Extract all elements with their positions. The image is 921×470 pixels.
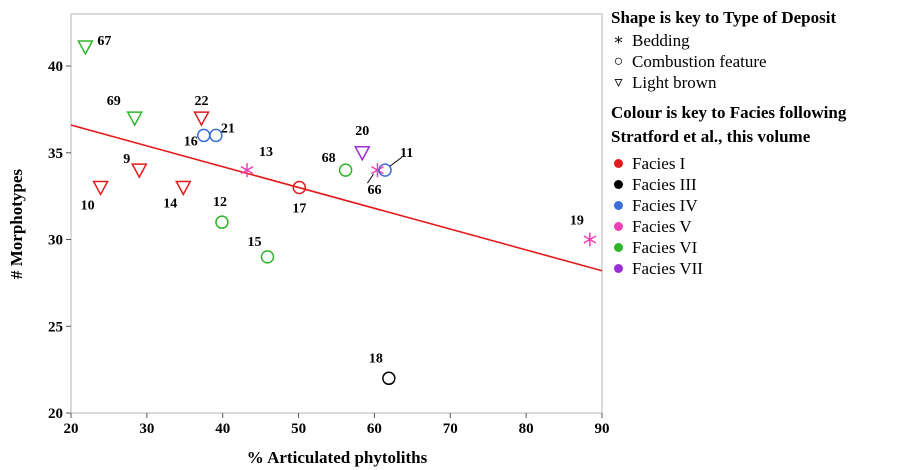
data-point — [354, 146, 371, 162]
data-point — [338, 163, 353, 177]
legend-label: Facies V — [632, 217, 692, 236]
point-label: 20 — [355, 124, 369, 139]
color-dot-icon — [614, 159, 623, 168]
data-point — [240, 163, 254, 178]
legend-label: Light brown — [632, 73, 717, 92]
point-label: 67 — [97, 34, 111, 49]
point-label: 14 — [163, 196, 177, 211]
legend-label: Combustion feature — [632, 52, 767, 71]
legend-label: Facies III — [632, 175, 697, 194]
y-tick-label: 40 — [48, 59, 63, 75]
leader-line — [367, 173, 374, 184]
data-point — [371, 163, 384, 178]
point-label: 68 — [322, 151, 336, 166]
data-point — [92, 180, 109, 197]
plot-frame — [70, 13, 603, 414]
x-tick-label: 30 — [139, 421, 154, 437]
legend-label: Facies VII — [632, 259, 703, 278]
data-point — [77, 40, 94, 56]
x-tick-label: 90 — [595, 421, 610, 437]
shape-legend-title: Shape is key to Type of Deposit — [611, 8, 837, 27]
x-tick-label: 60 — [367, 421, 382, 437]
data-point — [260, 250, 275, 264]
data-point — [126, 111, 143, 127]
legend-item-light-brown: ▿ Light brown — [611, 72, 917, 93]
data-point — [209, 128, 223, 143]
y-tick-label: 25 — [48, 319, 63, 335]
legend-item-facies: Facies V — [611, 216, 917, 237]
y-tick-label: 30 — [48, 233, 63, 249]
legend-item-bedding: ∗ Bedding — [611, 30, 917, 51]
color-legend-title-2: Stratford et al., this volume — [611, 127, 811, 146]
x-tick-label: 70 — [443, 421, 458, 437]
data-point — [197, 128, 211, 143]
legend-item-facies: Facies I — [611, 153, 917, 174]
legend-label: Facies VI — [632, 238, 698, 257]
x-tick-label: 50 — [291, 421, 306, 437]
legend-item-facies: Facies IV — [611, 195, 917, 216]
point-label: 13 — [259, 145, 273, 160]
legend: Shape is key to Type of Deposit ∗ Beddin… — [611, 6, 917, 279]
circle-icon: ○ — [613, 53, 624, 70]
x-tick-label: 80 — [519, 421, 534, 437]
color-dot-icon — [614, 222, 623, 231]
point-label: 12 — [213, 195, 227, 210]
asterisk-icon: ∗ — [613, 32, 624, 49]
legend-item-facies: Facies VII — [611, 258, 917, 279]
color-dot-icon — [614, 243, 623, 252]
point-label: 21 — [221, 121, 235, 136]
point-label: 10 — [81, 198, 95, 213]
x-tick-label: 20 — [64, 421, 79, 437]
data-point — [583, 232, 597, 247]
point-label: 66 — [367, 183, 381, 198]
data-point — [215, 215, 229, 229]
y-axis-title: # Morphotypes — [7, 169, 26, 279]
x-axis-title: % Articulated phytoliths — [247, 448, 428, 467]
data-point — [378, 163, 392, 177]
legend-label: Facies IV — [632, 196, 698, 215]
point-label: 19 — [570, 214, 584, 229]
point-label: 11 — [400, 146, 413, 161]
data-point — [175, 180, 192, 197]
y-tick-label: 20 — [48, 406, 63, 422]
point-label: 16 — [184, 134, 198, 149]
legend-item-combustion: ○ Combustion feature — [611, 51, 917, 72]
legend-label: Facies I — [632, 154, 686, 173]
legend-item-facies: Facies III — [611, 174, 917, 195]
point-label: 18 — [369, 351, 383, 366]
point-label: 15 — [247, 235, 261, 250]
regression-line — [70, 124, 603, 272]
color-dot-icon — [614, 201, 623, 210]
color-legend-title-1: Colour is key to Facies following — [611, 103, 847, 122]
point-label: 9 — [123, 152, 130, 167]
point-label: 17 — [292, 201, 306, 216]
triangle-down-icon: ▿ — [614, 74, 623, 91]
color-dot-icon — [614, 264, 623, 273]
legend-label: Bedding — [632, 31, 690, 50]
data-point — [382, 371, 396, 386]
color-dot-icon — [614, 180, 623, 189]
data-point — [193, 111, 210, 127]
data-point — [131, 163, 148, 179]
point-label: 22 — [194, 94, 208, 109]
point-label: 69 — [107, 94, 121, 109]
legend-item-facies: Facies VI — [611, 237, 917, 258]
y-tick-label: 35 — [48, 146, 63, 162]
x-tick-label: 40 — [215, 421, 230, 437]
data-point — [292, 180, 307, 195]
leader-line — [389, 156, 403, 167]
